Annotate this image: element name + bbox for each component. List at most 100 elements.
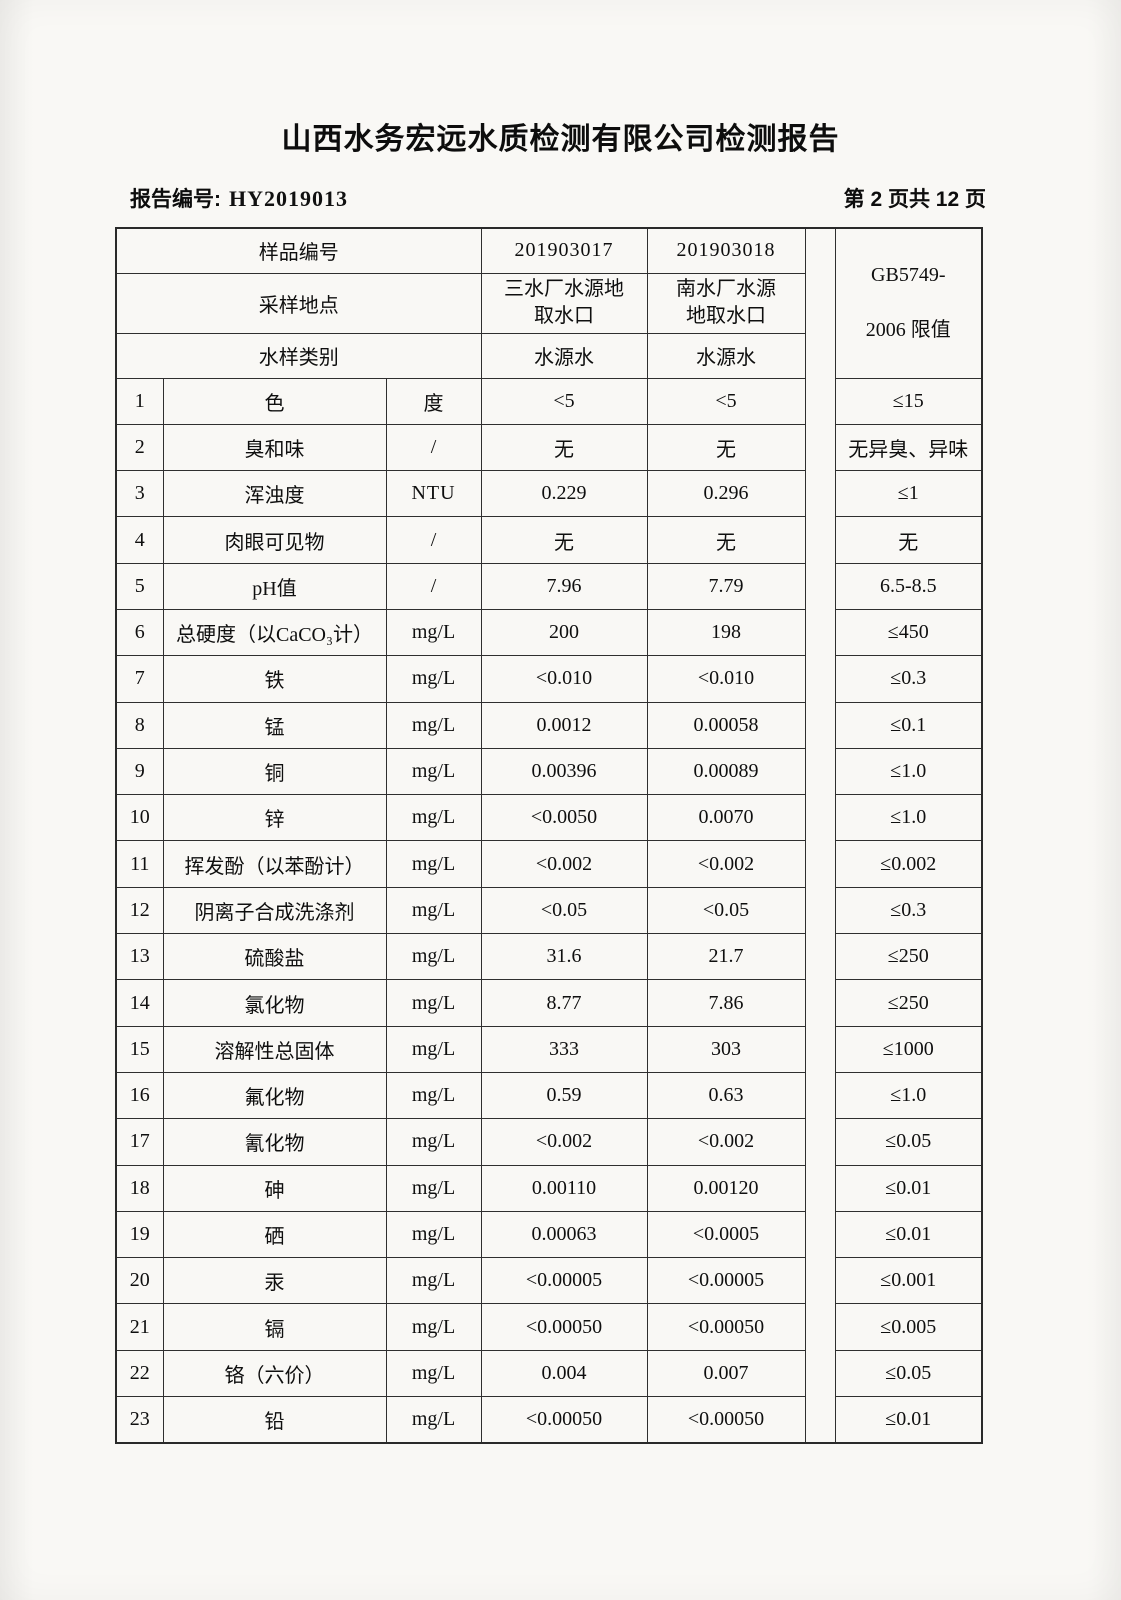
limit-value: 6.5-8.5 bbox=[834, 562, 983, 610]
table-row: 2 臭和味 / 无 无 无异臭、异味 bbox=[115, 423, 983, 472]
sample-id-1: 201903017 bbox=[480, 227, 648, 274]
sample2-value: <0.010 bbox=[646, 655, 806, 703]
sample2-value: 0.0070 bbox=[646, 794, 806, 842]
param-unit: mg/L bbox=[385, 1257, 482, 1305]
table-row: 19 硒 mg/L 0.00063 <0.0005 ≤0.01 bbox=[115, 1210, 983, 1259]
param-name: 镉 bbox=[162, 1303, 387, 1351]
row-number: 6 bbox=[115, 608, 164, 657]
report-number-label: 报告编号: bbox=[130, 188, 221, 211]
param-unit: mg/L bbox=[385, 1210, 482, 1259]
row-number: 15 bbox=[115, 1025, 164, 1073]
param-name: 色 bbox=[162, 377, 387, 425]
sample2-value: 0.007 bbox=[646, 1349, 806, 1398]
param-name: 硒 bbox=[162, 1210, 387, 1259]
sample1-value: 0.229 bbox=[480, 470, 648, 518]
param-name: 肉眼可见物 bbox=[162, 516, 387, 564]
param-unit: mg/L bbox=[385, 794, 482, 842]
sample1-value: 无 bbox=[480, 423, 648, 472]
report-number-value: HY2019013 bbox=[229, 186, 348, 211]
sample1-value: 0.00396 bbox=[480, 747, 648, 796]
limit-value: ≤1 bbox=[834, 470, 983, 518]
limit-value: ≤0.002 bbox=[834, 840, 983, 888]
param-name: 铁 bbox=[162, 655, 387, 703]
row-number: 8 bbox=[115, 701, 164, 749]
sample2-value: 0.63 bbox=[646, 1071, 806, 1120]
row-number: 5 bbox=[115, 562, 164, 610]
water-quality-table: 样品编号 201903017 201903018 GB5749- 2006 限值… bbox=[115, 227, 984, 1444]
row-number: 3 bbox=[115, 470, 164, 518]
limit-value: ≤15 bbox=[834, 377, 983, 425]
sample1-value: 0.00063 bbox=[480, 1210, 648, 1259]
param-name: 总硬度（以CaCO₃计） bbox=[162, 608, 387, 657]
table-row: 5 pH值 / 7.96 7.79 6.5-8.5 bbox=[115, 562, 983, 610]
sample2-value: <0.002 bbox=[646, 840, 806, 888]
sample2-value: <0.00005 bbox=[646, 1257, 806, 1305]
param-name: 氟化物 bbox=[162, 1071, 387, 1120]
sample-type-2: 水源水 bbox=[646, 332, 806, 379]
row-number: 18 bbox=[115, 1164, 164, 1212]
report-meta-row: 报告编号: HY2019013 第 2 页共 12 页 bbox=[130, 183, 986, 213]
limit-value: ≤0.1 bbox=[834, 701, 983, 749]
table-row: 7 铁 mg/L <0.010 <0.010 ≤0.3 bbox=[115, 655, 983, 703]
sample1-value: <0.010 bbox=[480, 655, 648, 703]
sample1-value: <0.002 bbox=[480, 1118, 648, 1166]
sample-id-2: 201903018 bbox=[646, 227, 806, 274]
limit-value: ≤0.3 bbox=[834, 655, 983, 703]
param-unit: mg/L bbox=[385, 1118, 482, 1166]
limit-value: ≤0.05 bbox=[834, 1118, 983, 1166]
limit-value: ≤0.3 bbox=[834, 886, 983, 935]
param-unit: / bbox=[385, 423, 482, 472]
param-unit: mg/L bbox=[385, 886, 482, 935]
sample1-value: 0.00110 bbox=[480, 1164, 648, 1212]
sample-type-header-label: 水样类别 bbox=[115, 332, 482, 379]
sample2-value: <0.0005 bbox=[646, 1210, 806, 1259]
limit-standard-line1: GB5749- bbox=[871, 264, 946, 287]
sample1-value: 31.6 bbox=[480, 933, 648, 981]
sample2-value: 0.00120 bbox=[646, 1164, 806, 1212]
sample1-value: 8.77 bbox=[480, 979, 648, 1027]
sample1-value: 0.0012 bbox=[480, 701, 648, 749]
param-name: 臭和味 bbox=[162, 423, 387, 472]
sample2-value: <0.002 bbox=[646, 1118, 806, 1166]
param-unit: mg/L bbox=[385, 655, 482, 703]
row-number: 2 bbox=[115, 423, 164, 472]
report-number: 报告编号: HY2019013 bbox=[130, 183, 348, 213]
sample-type-1: 水源水 bbox=[480, 332, 648, 379]
param-unit: NTU bbox=[385, 470, 482, 518]
table-row: 3 浑浊度 NTU 0.229 0.296 ≤1 bbox=[115, 470, 983, 518]
table-row: 20 汞 mg/L <0.00005 <0.00005 ≤0.001 bbox=[115, 1257, 983, 1305]
row-number: 10 bbox=[115, 794, 164, 842]
limit-value: ≤1.0 bbox=[834, 747, 983, 796]
sample2-value: 0.296 bbox=[646, 470, 806, 518]
sample1-value: <0.0050 bbox=[480, 794, 648, 842]
location-header-label: 采样地点 bbox=[115, 272, 482, 334]
param-name: 铜 bbox=[162, 747, 387, 796]
param-unit: mg/L bbox=[385, 979, 482, 1027]
sample1-value: <0.00005 bbox=[480, 1257, 648, 1305]
page-title: 山西水务宏远水质检测有限公司检测报告 bbox=[281, 123, 840, 156]
limit-value: ≤0.01 bbox=[834, 1164, 983, 1212]
limit-value: ≤1.0 bbox=[834, 1071, 983, 1120]
param-unit: mg/L bbox=[385, 608, 482, 657]
table-row: 17 氰化物 mg/L <0.002 <0.002 ≤0.05 bbox=[115, 1118, 983, 1166]
row-number: 19 bbox=[115, 1210, 164, 1259]
row-number: 21 bbox=[115, 1303, 164, 1351]
table-row: 1 色 度 <5 <5 ≤15 bbox=[115, 377, 983, 425]
spacer-column bbox=[804, 227, 836, 1444]
table-row: 6 总硬度（以CaCO₃计） mg/L 200 198 ≤450 bbox=[115, 608, 983, 657]
header-row-sample-id: 样品编号 201903017 201903018 GB5749- 2006 限值 bbox=[115, 227, 983, 1444]
param-unit: mg/L bbox=[385, 1071, 482, 1120]
sample-id-header-label: 样品编号 bbox=[115, 227, 482, 274]
row-number: 16 bbox=[115, 1071, 164, 1120]
param-name: 铅 bbox=[162, 1396, 387, 1444]
limit-value: ≤250 bbox=[834, 979, 983, 1027]
table-row: 8 锰 mg/L 0.0012 0.00058 ≤0.1 bbox=[115, 701, 983, 749]
table-row: 15 溶解性总固体 mg/L 333 303 ≤1000 bbox=[115, 1025, 983, 1073]
location-1: 三水厂水源地 取水口 bbox=[480, 272, 648, 334]
sample1-value: 0.004 bbox=[480, 1349, 648, 1398]
row-number: 13 bbox=[115, 933, 164, 981]
table-row: 22 铬（六价） mg/L 0.004 0.007 ≤0.05 bbox=[115, 1349, 983, 1398]
table-row: 9 铜 mg/L 0.00396 0.00089 ≤1.0 bbox=[115, 747, 983, 796]
sample2-value: <0.00050 bbox=[646, 1303, 806, 1351]
row-number: 4 bbox=[115, 516, 164, 564]
